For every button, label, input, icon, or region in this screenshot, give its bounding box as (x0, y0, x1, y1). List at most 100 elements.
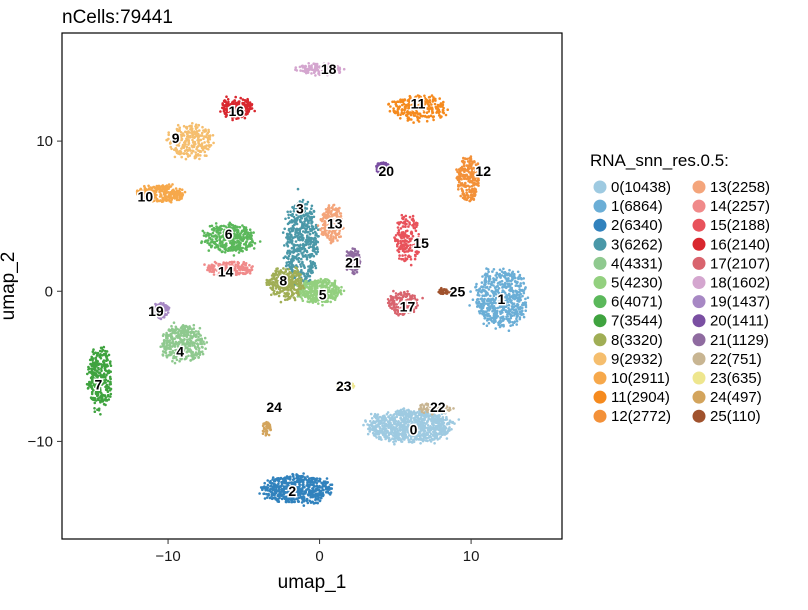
scatter-point (328, 488, 331, 491)
scatter-point (203, 135, 206, 138)
scatter-point (286, 244, 290, 248)
scatter-point (206, 136, 210, 140)
scatter-point (492, 294, 496, 298)
scatter-point (325, 477, 329, 480)
scatter-point (193, 140, 197, 144)
scatter-point (92, 357, 95, 360)
scatter-point (291, 495, 294, 498)
scatter-point (415, 431, 418, 434)
scatter-point (453, 422, 456, 425)
scatter-point (291, 482, 295, 486)
scatter-point (303, 247, 307, 251)
scatter-point (435, 414, 438, 418)
scatter-point (402, 407, 406, 410)
scatter-point (271, 277, 275, 280)
scatter-point (104, 349, 107, 353)
scatter-point (522, 277, 525, 280)
scatter-point (333, 285, 336, 289)
scatter-point (315, 493, 319, 496)
scatter-point (219, 244, 222, 247)
scatter-point (492, 290, 495, 294)
scatter-point (496, 284, 500, 288)
scatter-point (238, 237, 241, 240)
scatter-point (400, 111, 404, 114)
scatter-point (175, 335, 178, 338)
scatter-point (186, 331, 189, 334)
scatter-point (387, 415, 391, 418)
scatter-point (475, 282, 478, 286)
scatter-point (328, 286, 331, 290)
scatter-point (285, 487, 289, 490)
scatter-point (373, 434, 377, 438)
scatter-point (311, 231, 315, 235)
scatter-point (388, 423, 392, 427)
scatter-point (439, 435, 443, 439)
scatter-point (280, 497, 284, 501)
scatter-point (499, 324, 502, 328)
scatter-point (309, 240, 313, 243)
scatter-point (241, 249, 244, 253)
scatter-point (397, 100, 400, 103)
scatter-point (197, 330, 200, 333)
scatter-point (192, 143, 196, 147)
scatter-point (399, 410, 403, 414)
scatter-point (394, 439, 398, 443)
scatter-point (483, 311, 486, 314)
scatter-point (499, 299, 502, 302)
scatter-point (507, 279, 511, 282)
scatter-point (177, 152, 180, 155)
scatter-point (487, 303, 490, 307)
scatter-point (300, 257, 303, 261)
scatter-point (524, 297, 527, 301)
scatter-point (446, 108, 450, 111)
scatter-point (500, 297, 504, 300)
scatter-point (288, 249, 291, 253)
scatter-point (476, 304, 480, 308)
scatter-point (290, 267, 293, 271)
scatter-point (492, 301, 495, 305)
scatter-point (284, 264, 288, 268)
scatter-point (289, 488, 293, 491)
scatter-point (285, 232, 289, 236)
scatter-point (94, 399, 98, 402)
scatter-point (504, 286, 508, 290)
scatter-point (179, 334, 183, 337)
scatter-point (401, 103, 404, 107)
scatter-point (211, 238, 214, 241)
scatter-point (171, 359, 174, 363)
scatter-point (296, 254, 299, 257)
scatter-point (93, 367, 97, 370)
scatter-point (302, 493, 305, 496)
scatter-point (279, 485, 283, 489)
scatter-point (400, 108, 404, 112)
scatter-point (285, 242, 289, 245)
scatter-point (300, 284, 304, 288)
scatter-point (284, 255, 287, 258)
scatter-point (180, 338, 183, 342)
scatter-point (274, 287, 278, 290)
scatter-point (175, 327, 178, 331)
scatter-point (99, 401, 102, 404)
scatter-point (413, 424, 417, 428)
scatter-point (308, 499, 312, 503)
scatter-point (521, 309, 524, 313)
scatter-point (438, 97, 442, 100)
scatter-point (305, 258, 309, 261)
scatter-point (501, 293, 505, 297)
scatter-point (245, 248, 248, 251)
scatter-point (315, 294, 318, 298)
scatter-point (302, 483, 305, 487)
scatter-point (220, 240, 224, 244)
scatter-point (165, 190, 168, 194)
scatter-point (299, 243, 302, 247)
scatter-point (198, 157, 201, 161)
scatter-point (409, 113, 413, 117)
scatter-point (480, 309, 483, 313)
scatter-point (390, 431, 393, 434)
scatter-point (108, 362, 112, 365)
scatter-point (178, 195, 181, 199)
scatter-point (93, 407, 96, 410)
scatter-point (483, 313, 486, 316)
scatter-point (478, 306, 482, 309)
scatter-point (445, 417, 448, 421)
